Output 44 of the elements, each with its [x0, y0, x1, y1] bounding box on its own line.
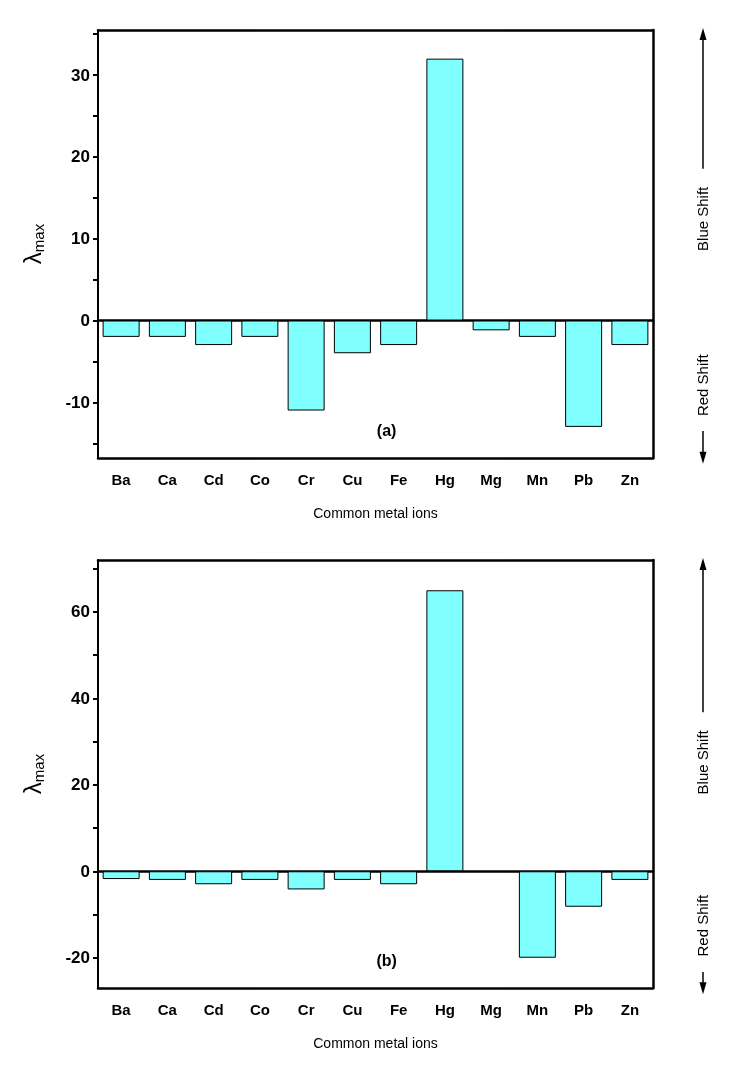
x-tick-label: Cr	[297, 1001, 315, 1018]
x-tick-label: Cu	[342, 471, 363, 488]
y-tick-label: -10	[65, 392, 90, 412]
y-tick-label: 10	[71, 229, 90, 249]
y-axis-title: λmax	[19, 223, 47, 265]
x-tick-label: Mn	[526, 471, 549, 488]
y-tick-label: 40	[71, 688, 90, 708]
x-tick-label: Ba	[111, 1001, 132, 1018]
annotation: (a)	[376, 421, 397, 439]
x-tick-label: Cr	[297, 471, 315, 488]
x-tick-label: Co	[249, 1001, 270, 1018]
x-axis-title: Common metal ions	[313, 1035, 438, 1051]
y-tick-label: -20	[65, 948, 90, 968]
x-tick-label: Zn	[620, 471, 640, 488]
x-tick-label: Ca	[157, 471, 178, 488]
x-tick-label: Co	[249, 471, 270, 488]
text: Blue Shift	[694, 185, 711, 251]
y-tick-label: 20	[71, 147, 90, 167]
x-tick-label: Hg	[434, 1001, 455, 1018]
x-tick-label: Cd	[203, 471, 224, 488]
y-tick-label: 0	[80, 861, 90, 881]
x-tick-label: Pb	[574, 1001, 594, 1018]
x-axis-title: Common metal ions	[313, 505, 438, 521]
x-tick-label: Fe	[389, 471, 408, 488]
y-tick-label: 30	[71, 65, 90, 85]
x-tick-label: Mn	[526, 1001, 549, 1018]
x-tick-label: Cu	[342, 1001, 363, 1018]
y-tick-label: 0	[80, 311, 90, 331]
x-tick-label: Hg	[434, 471, 455, 488]
x-tick-label: Mg	[480, 471, 502, 488]
text: Red Shift	[694, 893, 711, 957]
x-tick-label: Zn	[620, 1001, 640, 1018]
y-tick-label: 60	[71, 602, 90, 622]
y-tick-label: 20	[71, 775, 90, 795]
annotation: (b)	[376, 951, 397, 969]
x-tick-label: Ca	[157, 1001, 178, 1018]
text: Blue Shift	[694, 729, 711, 795]
y-axis-title: λmax	[19, 753, 47, 795]
x-tick-label: Pb	[574, 471, 594, 488]
x-tick-label: Cd	[203, 1001, 224, 1018]
x-tick-label: Ba	[111, 471, 132, 488]
x-tick-label: Fe	[389, 1001, 408, 1018]
text: Red Shift	[694, 353, 711, 417]
x-tick-label: Mg	[480, 1001, 502, 1018]
